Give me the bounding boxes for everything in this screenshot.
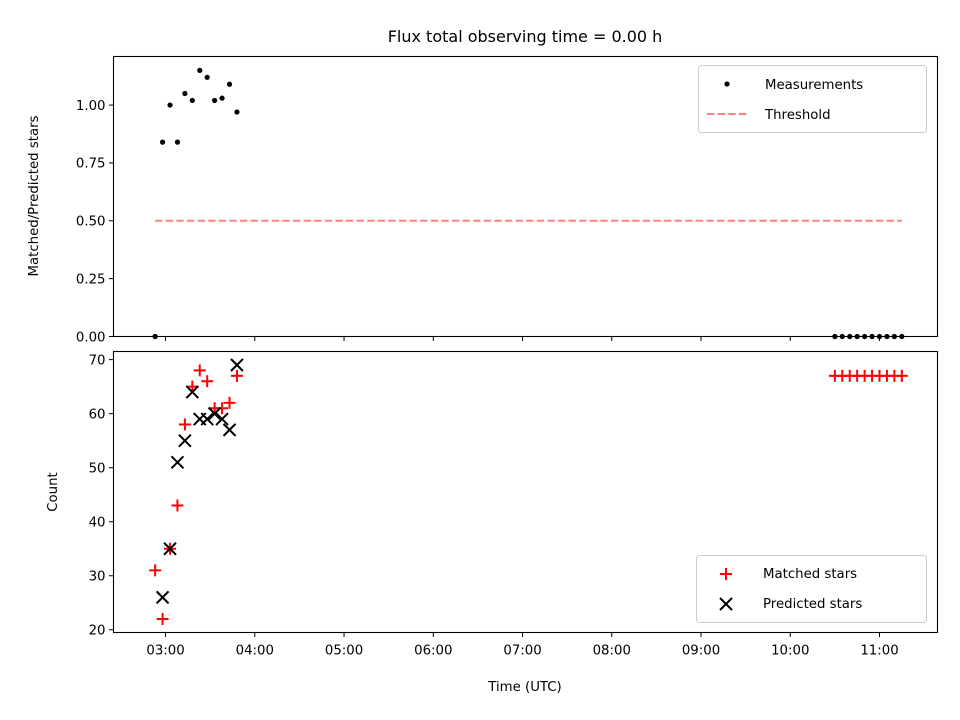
measurement-point [839, 333, 845, 340]
measurement-point [174, 139, 181, 145]
predicted-star-stroke [230, 358, 244, 372]
legend-matched-label: Matched stars [763, 567, 857, 582]
bottom-y-axis-label: Count [46, 472, 61, 512]
bottom-series-marks [149, 358, 908, 625]
legend-predicted-marker [719, 597, 733, 611]
predicted-star-point [207, 406, 222, 421]
predicted-star-stroke [155, 590, 170, 605]
measurement-point [212, 97, 218, 104]
bottom-x-tick-label: 03:00 [146, 644, 184, 659]
predicted-star-point [230, 358, 244, 372]
x-axis-label: Time (UTC) [487, 680, 562, 695]
bottom-x-tick-label: 11:00 [860, 644, 898, 659]
predicted-star-point [215, 412, 229, 426]
bottom-y-tick-label: 50 [89, 461, 106, 476]
predicted-star-stroke [178, 433, 192, 448]
bottom-x-tick-label: 04:00 [236, 644, 274, 659]
measurement-point [182, 90, 188, 97]
predicted-star-stroke [215, 412, 229, 426]
predicted-star-point [155, 590, 170, 605]
bottom-x-tick-label: 05:00 [325, 644, 363, 659]
legend-measurements-label: Measurements [765, 78, 863, 93]
measurement-point [197, 67, 203, 73]
top-plot-frame [112, 55, 939, 338]
predicted-star-stroke [185, 385, 200, 399]
bottom-y-tick-label: 70 [89, 353, 106, 368]
top-y-axis-label: Matched/Predicted stars [27, 115, 42, 276]
measurement-point [159, 139, 166, 145]
legend-measurements-marker [724, 81, 730, 87]
bottom-plot-frame [112, 350, 939, 634]
predicted-star-stroke [222, 423, 237, 437]
bottom-x-tick-label: 07:00 [503, 644, 541, 659]
matched-star-point [230, 369, 243, 382]
predicted-star-stroke [163, 542, 177, 556]
measurement-point [876, 333, 883, 340]
top-y-tick-label: 0.50 [76, 215, 106, 230]
measurement-point [854, 333, 860, 340]
top-x-ticks [165, 336, 880, 341]
measurement-point [832, 333, 838, 340]
measurement-point [189, 97, 195, 104]
measurement-point [219, 95, 225, 101]
matched-star-point [156, 612, 169, 625]
top-panel: Flux total observing time = 0.00 h 0.000… [27, 27, 939, 345]
matched-star-point [149, 564, 162, 577]
measurement-point [869, 333, 875, 340]
predicted-star-stroke [207, 406, 222, 421]
bottom-x-tick-label: 10:00 [771, 644, 809, 659]
predicted-star-point [178, 433, 192, 448]
bottom-legend: Matched stars Predicted stars [696, 555, 927, 623]
bottom-y-tick-label: 60 [89, 407, 106, 422]
top-legend-box [698, 65, 927, 133]
bottom-legend-box [696, 555, 927, 623]
matched-star-point [223, 396, 236, 409]
predicted-star-point [200, 412, 214, 426]
measurement-point [891, 333, 897, 340]
top-y-tick-label: 0.75 [76, 157, 106, 172]
predicted-star-point [170, 455, 185, 469]
top-y-tick-label: 0.25 [76, 272, 106, 287]
chart-title: Flux total observing time = 0.00 h [388, 27, 663, 46]
measurement-point [862, 333, 868, 340]
bottom-x-tick-label: 06:00 [414, 644, 452, 659]
bottom-y-tick-label: 20 [89, 624, 106, 639]
legend-matched-marker [720, 568, 732, 580]
legend-threshold-label: Threshold [764, 108, 831, 123]
top-y-axis: 0.00 0.25 0.50 0.75 1.00 [76, 99, 114, 345]
top-y-tick-label: 0.00 [76, 330, 106, 345]
bottom-x-tick-label: 08:00 [593, 644, 631, 659]
top-y-tick-label: 1.00 [76, 99, 106, 114]
measurement-point [884, 333, 890, 340]
top-legend: Measurements Threshold [698, 65, 927, 133]
predicted-star-point [185, 385, 200, 399]
top-series-marks [152, 67, 905, 340]
predicted-star-stroke [200, 412, 214, 426]
predicted-star-point [163, 542, 177, 556]
matched-star-point [201, 375, 214, 388]
measurement-point [847, 333, 853, 340]
bottom-x-tick-label: 09:00 [682, 644, 720, 659]
measurement-point [152, 333, 158, 340]
matched-star-point [171, 499, 184, 512]
measurement-point [234, 109, 240, 115]
measurement-point [167, 102, 173, 108]
bottom-y-tick-label: 30 [89, 570, 106, 585]
bottom-y-tick-label: 40 [89, 516, 106, 531]
matched-star-point [178, 418, 191, 431]
legend-predicted-label: Predicted stars [763, 597, 862, 612]
measurement-point [204, 74, 210, 80]
matched-star-point [193, 364, 206, 377]
measurement-point [899, 333, 905, 340]
measurement-point [226, 81, 233, 87]
matched-star-point [216, 402, 229, 415]
predicted-star-stroke [170, 455, 185, 469]
matched-star-point [895, 369, 908, 382]
bottom-y-axis: 20 30 40 50 60 70 [89, 353, 114, 639]
bottom-panel: 20 30 40 50 60 70 03:00 04:00 05:00 06:00 07:00 08… [46, 350, 939, 695]
bottom-x-axis: 03:00 04:00 05:00 06:00 07:00 08:00 09:00 10:00… [146, 632, 899, 659]
predicted-star-point [222, 423, 237, 437]
